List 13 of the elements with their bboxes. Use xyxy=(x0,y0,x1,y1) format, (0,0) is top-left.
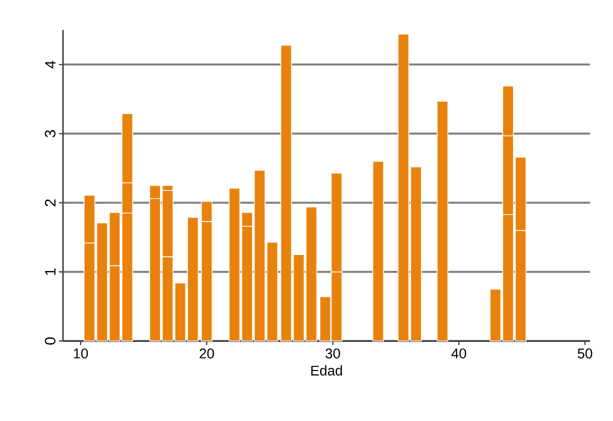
bar xyxy=(436,100,448,342)
x-tick-label: 50 xyxy=(578,348,592,358)
y-tick-label: 3 xyxy=(44,130,56,138)
x-axis-title: Edad xyxy=(311,365,342,376)
y-tick-label: 0 xyxy=(44,337,56,345)
x-tick-label: 20 xyxy=(200,348,214,358)
bar xyxy=(372,160,384,342)
y-tick-label: 1 xyxy=(45,268,56,275)
x-tick-label: 40 xyxy=(451,348,466,358)
y-tick-label: 2 xyxy=(44,199,56,206)
x-tick-label: 30 xyxy=(326,348,340,358)
x-tick-label: 10 xyxy=(74,348,88,358)
y-tick-label: 4 xyxy=(45,60,56,68)
